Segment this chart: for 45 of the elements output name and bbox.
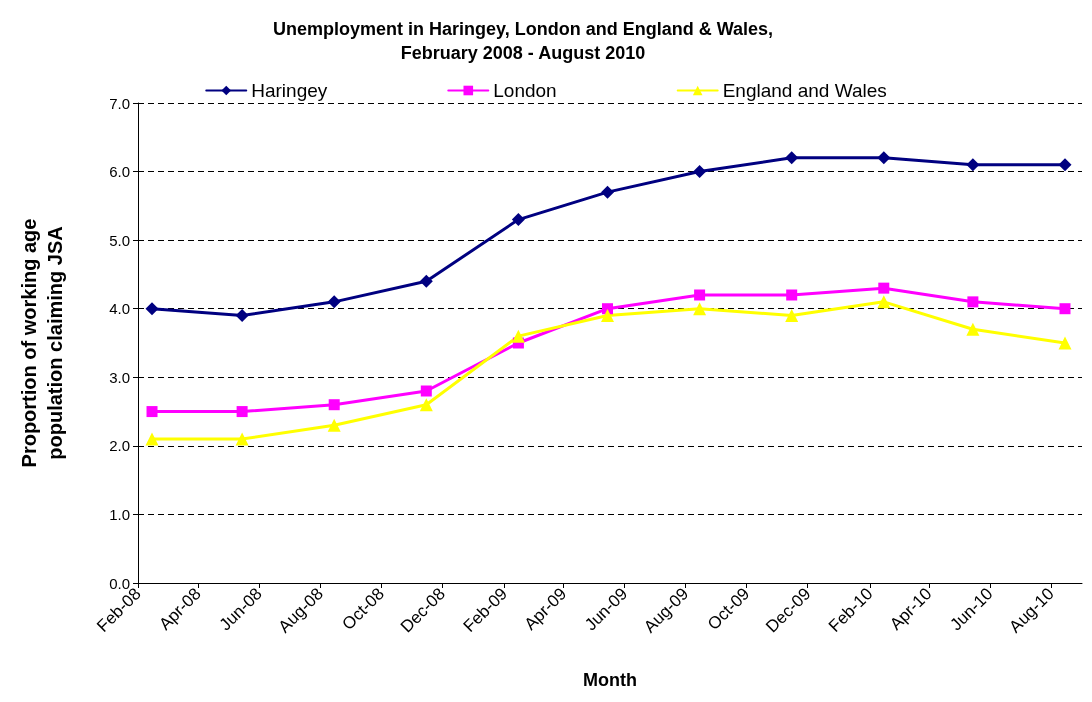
point: [511, 329, 525, 343]
point: [966, 158, 980, 172]
point: [877, 295, 891, 309]
point: [601, 309, 614, 323]
point: [145, 432, 159, 446]
point: [146, 406, 158, 418]
point: [328, 399, 340, 411]
point: [878, 282, 890, 294]
point: [327, 295, 341, 309]
point: [236, 406, 248, 418]
point: [694, 289, 706, 301]
y-axis-title: Proportion of working age population claiming JSA: [18, 218, 66, 468]
point: [601, 185, 614, 199]
legend-label: Haringey: [251, 80, 328, 101]
point: [235, 309, 249, 323]
point: [327, 418, 341, 432]
y-tick-label: 0.0: [109, 574, 130, 592]
point: [786, 289, 798, 301]
point: [785, 309, 799, 323]
point: [1058, 158, 1072, 172]
point: [693, 302, 707, 316]
y-tick-label: 1.0: [109, 505, 130, 523]
y-tick-label: 6.0: [109, 163, 130, 181]
point: [419, 274, 433, 288]
point: [967, 296, 979, 308]
chart-title: Unemployment in Haringey, London and England & Wales, February 2008 - August 2010: [272, 19, 774, 63]
y-tick-label: 4.0: [109, 300, 130, 318]
point: [419, 398, 433, 412]
legend-label: England and Wales: [722, 80, 887, 101]
legend-label: London: [493, 80, 557, 101]
point: [235, 432, 249, 446]
y-tick-label: 3.0: [109, 368, 130, 386]
point: [145, 302, 159, 316]
y-tick-label: 2.0: [109, 437, 130, 455]
y-tick-label: 5.0: [109, 231, 130, 249]
point: [420, 385, 432, 397]
point: [693, 165, 707, 179]
point: [877, 151, 891, 165]
point: [511, 213, 525, 227]
x-axis-title: Month: [583, 670, 637, 690]
point: [785, 151, 799, 165]
point: [1058, 336, 1072, 350]
point: [1059, 303, 1071, 315]
y-tick-label: 7.0: [109, 94, 130, 112]
point: [966, 322, 980, 336]
